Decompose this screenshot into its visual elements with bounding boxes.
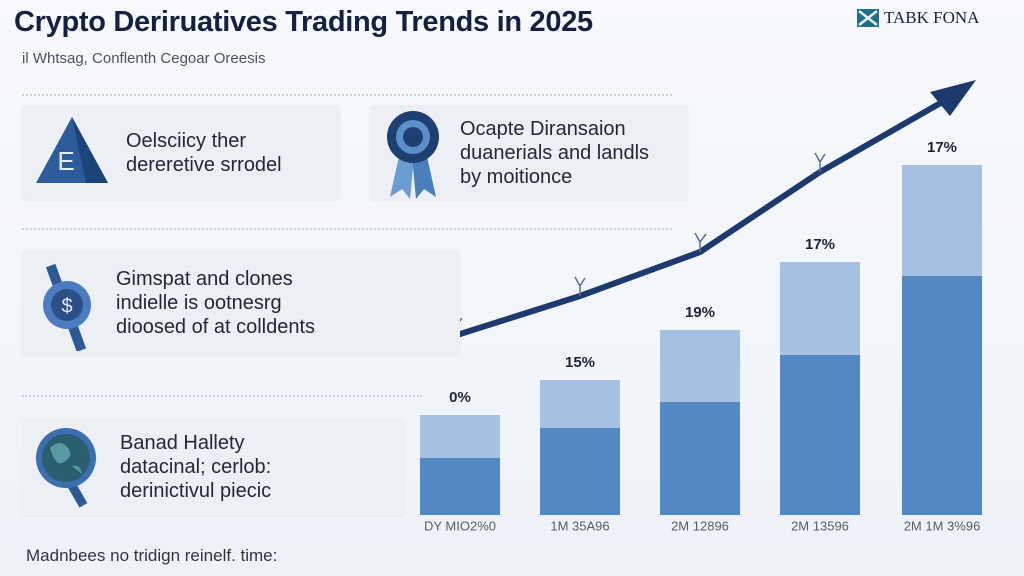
x-tick-label: 2M 12896 bbox=[671, 518, 729, 533]
card-text: Banad Hallety bbox=[120, 431, 245, 454]
card-icon bbox=[36, 427, 96, 508]
x-tick-label: DY MIO2%0 bbox=[424, 518, 496, 533]
subtitle: il Whtsag, Conflenth Cegoar Oreesis bbox=[22, 50, 266, 67]
card-text: by moitionce bbox=[460, 165, 573, 188]
card-text: dereretive srrodel bbox=[126, 153, 282, 176]
card-text: Ocapte Diransaion bbox=[460, 117, 626, 140]
svg-text:$: $ bbox=[61, 295, 72, 317]
card-text: dioosed of at colldents bbox=[116, 315, 316, 338]
card-text: indielle is ootnesrg bbox=[116, 291, 282, 314]
title: Crypto Deriruatives Trading Trends in 20… bbox=[14, 6, 593, 38]
bar-segment bbox=[540, 380, 620, 428]
divider bbox=[22, 395, 422, 397]
x-tick-label: 2M 13596 bbox=[791, 518, 849, 533]
card: $ Gimspat and clones indielle is ootnesrg… bbox=[22, 250, 460, 355]
x-tick-label: 2M 1M 3%96 bbox=[904, 518, 981, 533]
card-icon bbox=[387, 110, 439, 199]
bar-annotation: 17% bbox=[805, 236, 835, 253]
card: Banad Hallety datacinal; cerlob: derinicti… bbox=[22, 418, 405, 515]
card-text: Oelsciicy ther bbox=[126, 129, 247, 152]
card-icon: $ bbox=[43, 263, 91, 351]
card-text: derinictivul piecic bbox=[120, 479, 272, 502]
bar-segment bbox=[540, 428, 620, 515]
bar-segment bbox=[660, 402, 740, 515]
bar-annotation: 19% bbox=[685, 304, 715, 321]
trend-arrow bbox=[930, 80, 976, 116]
card-text: Gimspat and clones bbox=[116, 267, 293, 290]
divider bbox=[22, 94, 672, 96]
logo: TABK FONA bbox=[856, 8, 979, 28]
card: Ocapte Diransaion duanerials and landls by… bbox=[370, 105, 688, 200]
bar-annotation: 0% bbox=[449, 389, 471, 406]
x-tick-label: 1M 35A96 bbox=[550, 518, 609, 533]
card: E Oelsciicy ther dereretive srrodel bbox=[22, 105, 340, 200]
bar-annotation: 17% bbox=[927, 139, 957, 156]
logo-icon bbox=[857, 9, 879, 27]
bar-segment bbox=[780, 355, 860, 515]
footer: Madnbees no tridign reinelf. time: bbox=[26, 546, 278, 565]
bar-annotation: 15% bbox=[565, 354, 595, 371]
svg-text:E: E bbox=[57, 145, 74, 175]
bar-segment bbox=[780, 262, 860, 355]
logo-text: TABK FONA bbox=[884, 8, 980, 27]
bar-segment bbox=[420, 458, 500, 515]
bar-segment bbox=[902, 276, 982, 515]
bar-segment bbox=[902, 165, 982, 276]
card-icon: E bbox=[36, 116, 108, 183]
divider bbox=[22, 228, 672, 230]
card-text: duanerials and landls bbox=[460, 141, 650, 164]
bar-segment bbox=[660, 330, 740, 402]
bar-segment bbox=[420, 415, 500, 458]
card-text: datacinal; cerlob: bbox=[120, 455, 272, 478]
